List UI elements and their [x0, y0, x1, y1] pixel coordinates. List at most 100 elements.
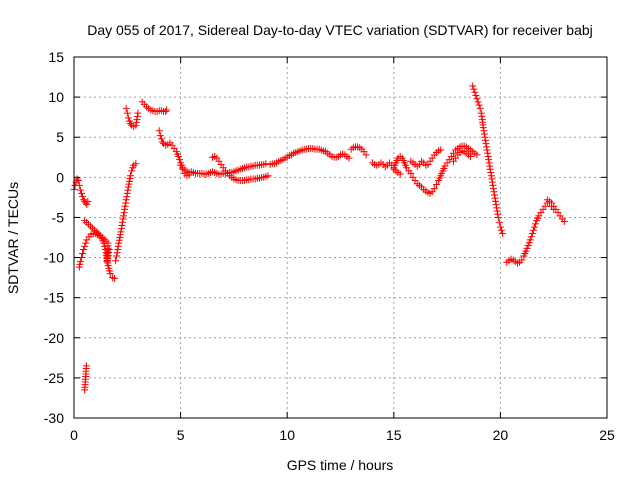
y-tick-label: -15 [44, 290, 64, 306]
data-point [486, 162, 494, 170]
x-tick-label: 5 [177, 427, 185, 443]
data-point [82, 239, 90, 247]
data-point [111, 274, 119, 282]
data-point [174, 152, 182, 160]
data-point [485, 156, 493, 164]
data-point [487, 172, 495, 180]
data-point [177, 161, 185, 169]
data-point [76, 186, 84, 194]
data-point [122, 199, 130, 207]
data-point [480, 130, 488, 138]
data-point [489, 185, 497, 193]
data-point [156, 132, 164, 140]
y-tick-label: -5 [52, 209, 65, 225]
data-point [432, 181, 440, 189]
data-point [114, 242, 122, 250]
data-point [407, 169, 415, 177]
y-axis-label: SDTVAR / TECUs [5, 182, 21, 294]
data-point [482, 140, 490, 148]
data-point [122, 104, 130, 112]
data-point [103, 258, 111, 266]
data-point [112, 257, 120, 265]
data-point [84, 197, 92, 205]
data-point [82, 362, 90, 370]
y-tick-label: 10 [48, 89, 64, 105]
data-point [126, 120, 134, 128]
data-point [486, 165, 494, 173]
data-point [497, 226, 505, 234]
data-point [126, 172, 134, 180]
data-point [531, 223, 539, 231]
data-layer [70, 82, 568, 394]
data-point [560, 217, 568, 225]
data-point [396, 170, 404, 178]
y-tick-label: -25 [44, 370, 64, 386]
data-point [76, 258, 84, 266]
data-point [362, 151, 370, 159]
data-point [475, 101, 483, 109]
data-point [105, 246, 113, 254]
data-point [471, 88, 479, 96]
x-tick-label: 10 [279, 427, 295, 443]
data-point [113, 252, 121, 260]
data-point [74, 177, 82, 185]
data-point [491, 191, 499, 199]
data-point [518, 256, 526, 264]
data-point [133, 112, 141, 120]
data-point [117, 228, 125, 236]
data-point [176, 156, 184, 164]
tick-layer: 0 5 10 15 20 25 -30 -25 -20 -15 -10 -5 0 5 10 15 [44, 49, 615, 443]
data-point [478, 112, 486, 120]
data-point [489, 181, 497, 189]
data-point [485, 159, 493, 167]
data-point [83, 201, 91, 209]
data-point [476, 104, 484, 112]
data-point [80, 246, 88, 254]
data-point [479, 124, 487, 132]
data-point [474, 98, 482, 106]
y-tick-label: -10 [44, 250, 64, 266]
data-point [117, 225, 125, 233]
data-point [114, 246, 122, 254]
data-point [120, 209, 128, 217]
data-point [79, 250, 87, 258]
data-point [529, 226, 537, 234]
data-point [550, 205, 558, 213]
data-point [79, 193, 87, 201]
data-point [162, 108, 170, 116]
data-point [185, 171, 193, 179]
data-point [124, 114, 132, 122]
data-point [134, 109, 142, 117]
data-point [532, 220, 540, 228]
data-point [481, 136, 489, 144]
data-point [496, 223, 504, 231]
data-point [469, 82, 477, 90]
data-point [120, 212, 128, 220]
data-point [262, 160, 270, 168]
data-point [477, 109, 485, 117]
data-point [345, 154, 353, 162]
data-point [133, 116, 141, 124]
data-point [104, 255, 112, 263]
x-tick-label: 25 [599, 427, 615, 443]
data-point [493, 204, 501, 212]
data-point [437, 146, 445, 154]
data-point [155, 127, 163, 135]
data-point [527, 233, 535, 241]
data-point [492, 201, 500, 209]
data-point [430, 185, 438, 193]
data-point [483, 143, 491, 151]
data-point [488, 178, 496, 186]
data-point [264, 172, 272, 180]
x-tick-label: 0 [70, 427, 78, 443]
data-point [121, 205, 129, 213]
plot-frame [73, 56, 608, 419]
data-point [121, 202, 129, 210]
data-point [494, 210, 502, 218]
data-point [470, 85, 478, 93]
data-point [494, 213, 502, 221]
data-point [119, 215, 127, 223]
